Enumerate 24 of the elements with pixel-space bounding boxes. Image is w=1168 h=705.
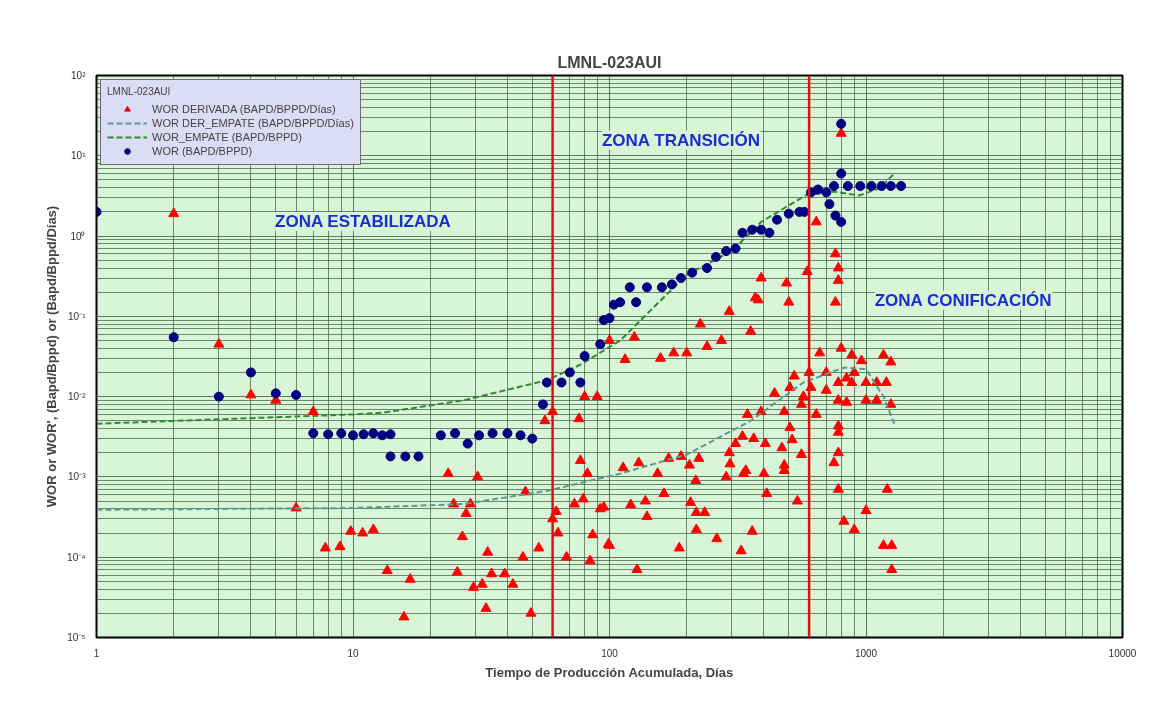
- y-tick-label: 10¹: [71, 150, 87, 162]
- legend-label: WOR DERIVADA (BAPD/BPPD/Días): [152, 102, 336, 116]
- y-tick-label: 10⁰: [70, 230, 86, 242]
- y-tick-label: 10⁻³: [68, 471, 87, 483]
- x-tick-label: 1000: [854, 647, 878, 659]
- legend-label: WOR (BAPD/BPPD): [152, 144, 253, 158]
- legend-title: LMNL-023AUI: [107, 86, 172, 97]
- y-tick-label: 10²: [71, 70, 87, 81]
- x-axis-title: Tiempo de Producción Acumulada, Días: [485, 664, 734, 680]
- x-tick-label: 10000: [1108, 647, 1137, 659]
- x-tick-label: 100: [601, 647, 619, 659]
- x-tick-label: 10: [347, 647, 359, 659]
- legend-label: WOR_EMPATE (BAPD/BPPD): [152, 130, 302, 144]
- y-tick-label: 10⁻⁴: [67, 551, 86, 563]
- y-axis-title: WOR or WOR', (Bapd/Bppd) or (Bapd/Bppd/Días): [44, 205, 60, 508]
- y-tick-label: 10⁻⁵: [67, 632, 86, 643]
- annotation: ZONA TRANSICIÓN: [601, 130, 761, 150]
- y-tick-label: 10⁻¹: [68, 310, 87, 322]
- legend-label: WOR DER_EMPATE (BAPD/BPPD/Días): [152, 116, 354, 130]
- annotation: ZONA CONIFICACIÓN: [874, 290, 1052, 310]
- chart-title: LMNL-023AUI: [557, 53, 662, 71]
- annotation: ZONA ESTABILIZADA: [275, 212, 451, 232]
- x-tick-label: 1: [93, 647, 100, 659]
- y-tick-label: 10⁻²: [68, 391, 87, 403]
